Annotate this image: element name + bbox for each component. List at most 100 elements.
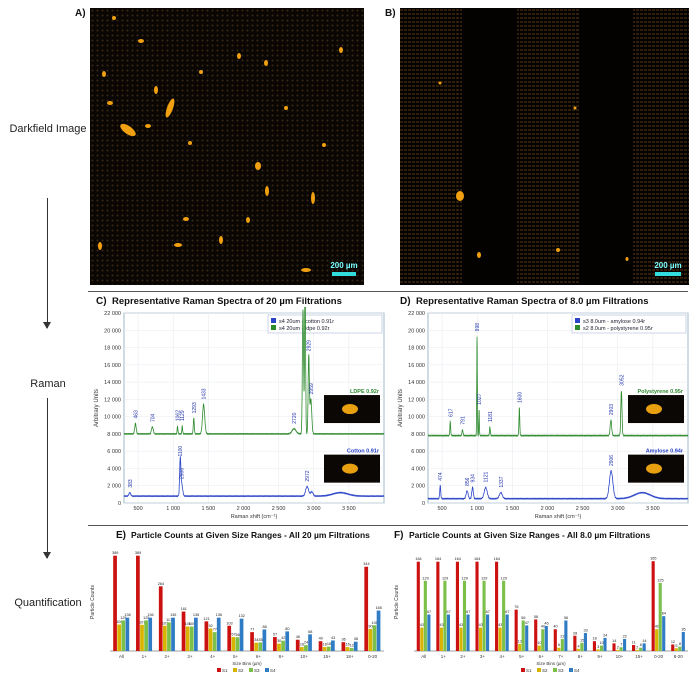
bar (125, 617, 130, 651)
legend-entry: s4 20um - cotton 0.91r (279, 319, 334, 325)
bar (189, 626, 194, 651)
bar-value-label: 33 (584, 629, 588, 633)
bar (308, 634, 312, 651)
legend-entry: S2 (238, 668, 244, 673)
bar-value-label: 57 (231, 633, 235, 637)
bar-value-label: 389 (112, 551, 118, 555)
bar (486, 614, 490, 651)
x-tick-label: 2 500 (576, 506, 590, 512)
bar-value-label: 14 (612, 639, 616, 643)
bar-value-label: 8 (679, 642, 681, 646)
category-label: 0-20 (368, 654, 378, 659)
stage-label-darkfield: Darkfield Image (9, 123, 87, 135)
bar (658, 582, 662, 651)
y-tick-label: 14 000 (408, 380, 425, 386)
peak-label: 791 (461, 416, 467, 425)
category-label: 15+ (323, 654, 331, 659)
raman-chart-d: 0 2 000 4 000 6 000 8 000 10 000 12 000 14 000 1… (398, 311, 689, 520)
bar-value-label: 164 (415, 557, 421, 561)
y-tick-label: 10 000 (408, 415, 425, 421)
bar-value-label: 4 (578, 644, 580, 648)
bar-value-label: 136 (147, 613, 153, 617)
bar-value-label: 40 (319, 637, 323, 641)
peak-label: 934 (471, 474, 477, 483)
bar-value-label: 125 (143, 616, 149, 620)
bar-value-label: 105 (371, 621, 377, 625)
bar-value-label: 88 (262, 625, 266, 629)
bar (181, 611, 186, 651)
bar (254, 642, 259, 651)
peak-label: 1600 (517, 392, 523, 403)
y-tick-label: 16 000 (408, 363, 425, 369)
bar-value-label: 132 (239, 614, 245, 618)
legend-swatch (575, 325, 580, 330)
bar (113, 555, 117, 651)
bar (281, 640, 285, 651)
legend-box (571, 314, 687, 334)
bar (564, 620, 568, 651)
bar-value-label: 14 (642, 639, 646, 643)
y-axis-label: Particle Counts (90, 585, 96, 619)
bar (681, 631, 685, 651)
y-tick-label: 18 000 (104, 346, 121, 352)
peak-label: 856 (465, 477, 471, 486)
x-tick-label: 3 500 (646, 506, 660, 512)
bar (318, 641, 323, 651)
y-tick-label: 6 000 (411, 449, 425, 455)
bar (651, 561, 655, 651)
bar (341, 642, 346, 651)
bar (416, 561, 420, 651)
category-label: 6+ (539, 654, 545, 659)
peak-label: 474 (438, 472, 444, 481)
y-tick-label: 2 000 (411, 484, 425, 490)
y-tick-label: 18 000 (408, 346, 425, 352)
category-label: 9+ (597, 654, 603, 659)
bar-value-label: 43 (331, 636, 335, 640)
panel-d-title: Representative Raman Spectra of 8.0 µm F… (416, 296, 649, 307)
inset-caption: LDPE 0.92r (350, 389, 380, 395)
stage-arrow-1 (47, 198, 48, 328)
bar-value-label: 43 (498, 623, 502, 627)
bar-value-label: 164 (494, 557, 500, 561)
bar (632, 645, 636, 651)
darkfield-a-svg (90, 8, 364, 285)
bar (231, 637, 236, 651)
bar-value-label: 57 (273, 633, 277, 637)
bar (121, 620, 126, 651)
bar (420, 627, 424, 651)
peak-label: 2959 (309, 383, 315, 394)
legend-swatch (249, 668, 253, 672)
bar (655, 629, 659, 651)
legend-swatch (575, 318, 580, 323)
inset-particle (342, 404, 358, 415)
bar (258, 642, 263, 651)
inset-caption: Cotton 0.91r (347, 449, 380, 455)
bar-value-label: 344 (363, 562, 369, 566)
bar (167, 622, 171, 651)
bar (227, 625, 232, 651)
bar-value-label: 129 (481, 576, 487, 580)
bar-value-label: 56 (521, 616, 525, 620)
bar (459, 627, 463, 651)
bar (204, 621, 209, 651)
x-axis-label: Raman shift (cm⁻¹) (535, 514, 582, 520)
peak-label: 1100 (178, 446, 184, 457)
bar (592, 641, 597, 651)
legend-swatch (265, 668, 269, 672)
bar-value-label: 136 (124, 613, 130, 617)
bar (498, 627, 502, 651)
bar-value-label: 7 (620, 643, 622, 647)
bar (162, 625, 167, 651)
bar (423, 580, 427, 651)
bar-value-label: 3 (597, 645, 599, 649)
peak-label: 1337 (499, 476, 505, 487)
bar-value-label: 24 (603, 633, 607, 637)
bar-value-label: 5 (675, 644, 677, 648)
inset-caption: Amylose 0.94r (646, 449, 684, 455)
bar-value-label: 12 (350, 644, 354, 648)
bar (158, 586, 163, 651)
bar-value-label: 22 (623, 635, 627, 639)
panel-a-darkfield-image: 200 µm (90, 8, 364, 285)
